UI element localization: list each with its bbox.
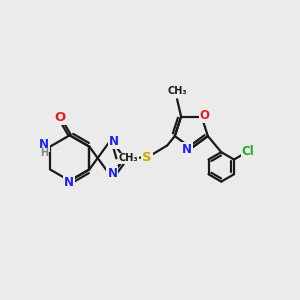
- Text: O: O: [54, 111, 65, 124]
- Text: Cl: Cl: [242, 145, 254, 158]
- Text: N: N: [64, 176, 74, 189]
- Text: N: N: [182, 143, 192, 156]
- Text: H: H: [40, 148, 48, 158]
- Text: S: S: [142, 151, 152, 164]
- Text: CH₃: CH₃: [118, 153, 138, 164]
- Text: O: O: [200, 109, 210, 122]
- Text: N: N: [39, 138, 49, 151]
- Text: N: N: [107, 167, 117, 180]
- Text: N: N: [109, 135, 119, 148]
- Text: CH₃: CH₃: [167, 86, 187, 96]
